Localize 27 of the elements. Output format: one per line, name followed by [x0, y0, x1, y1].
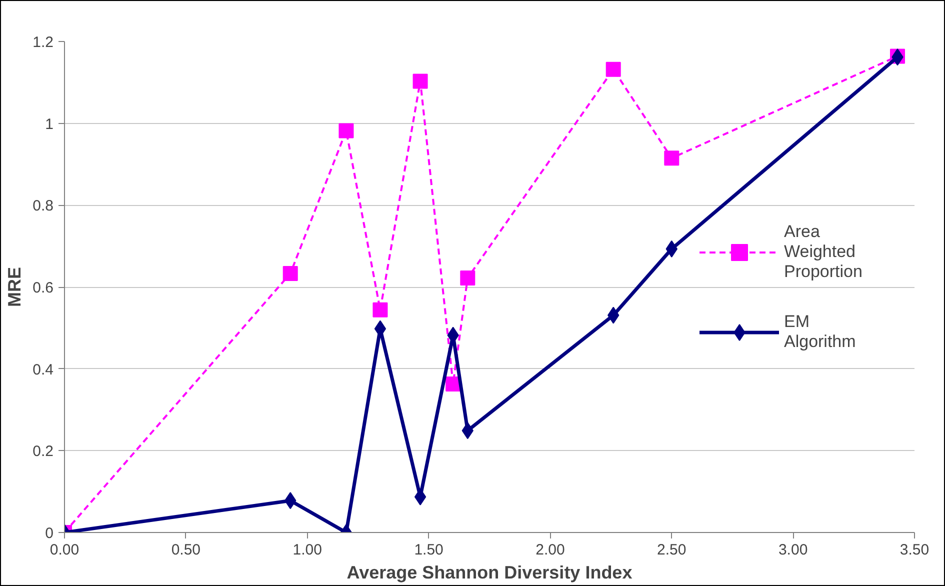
y-tick-label: 0.8 [32, 198, 54, 215]
y-tick-label: 0.4 [32, 361, 54, 378]
y-tick-label: 1 [45, 116, 54, 133]
y-tick-label: 0.6 [32, 280, 54, 296]
x-tick-label: 0.00 [50, 542, 80, 558]
legend-label: EM Algorithm [784, 312, 857, 352]
legend-label: Area Weighted Proportion [784, 222, 864, 282]
x-tick-label: 0.50 [171, 542, 201, 558]
point [372, 302, 388, 318]
point [664, 150, 680, 166]
point [338, 123, 354, 138]
x-tick-label: 1.50 [414, 542, 444, 558]
y-tick-label: 0 [45, 525, 54, 542]
x-tick-label: 1.00 [292, 542, 322, 558]
y-tick-label: 0.2 [32, 443, 54, 460]
y-tick-label: 1.2 [32, 34, 54, 51]
x-tick-label: 2.00 [536, 542, 565, 558]
point [282, 266, 298, 281]
x-tick-label: 3.00 [778, 542, 808, 558]
y-axis-title: MRE [4, 267, 25, 307]
point [412, 74, 428, 89]
x-tick-label: 3.50 [900, 542, 930, 558]
point [606, 62, 621, 77]
point [414, 488, 426, 506]
x-axis-title: Average Shannon Diversity Index [346, 562, 632, 582]
point [460, 270, 476, 286]
x-tick-label: 2.50 [657, 542, 686, 558]
